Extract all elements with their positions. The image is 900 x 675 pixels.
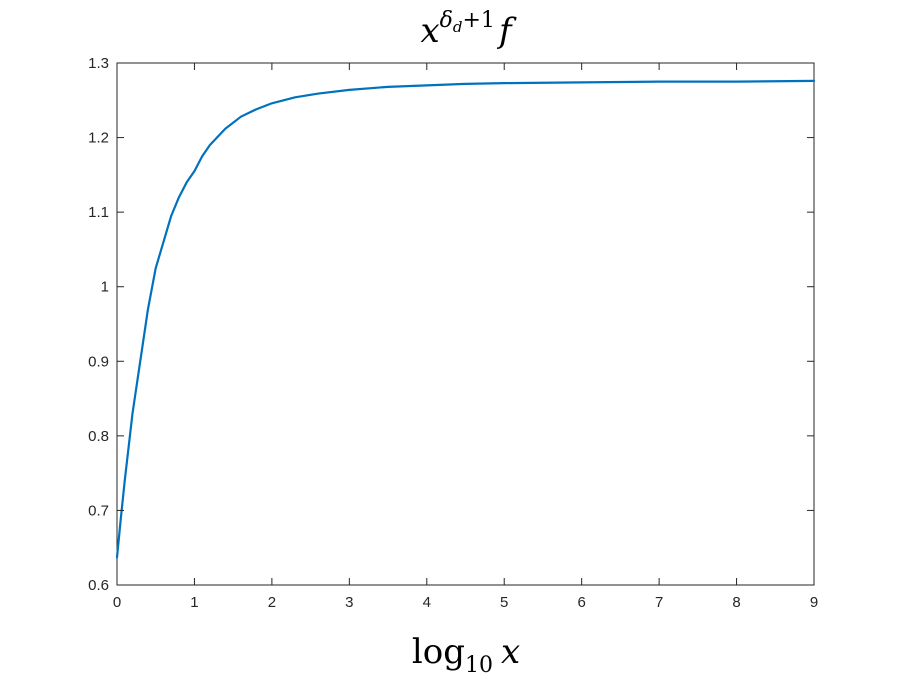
y-tick-label: 1 (101, 279, 109, 296)
chart-title: xδd+1 f (420, 8, 516, 51)
x-tick-label: 1 (190, 594, 198, 611)
plot-background (117, 63, 814, 585)
x-tick-label: 5 (500, 594, 508, 611)
ticks: 0 1 2 3 4 5 6 7 8 9 0.6 0.7 0.8 0.9 1 1.1 1.2 1.3 (88, 55, 818, 611)
y-tick-label: 0.9 (88, 353, 109, 370)
plot-area (115, 79, 816, 559)
y-tick-label: 0.6 (88, 577, 109, 594)
x-tick-label: 8 (732, 594, 740, 611)
axes (116, 62, 815, 586)
y-tick-label: 1.3 (88, 55, 109, 72)
series-line (115, 79, 816, 559)
y-tick-label: 1.1 (88, 204, 109, 221)
axes-box (116, 62, 815, 586)
y-tick-label: 0.8 (88, 428, 109, 445)
x-tick-label: 2 (268, 594, 276, 611)
x-tick-label: 3 (345, 594, 353, 611)
x-tick-label: 9 (810, 594, 818, 611)
x-tick-label: 0 (113, 594, 121, 611)
x-tick-label: 4 (423, 594, 431, 611)
y-tick-label: 0.7 (88, 502, 109, 519)
y-tick-label: 1.2 (88, 130, 109, 147)
x-axis-label: log10 x (412, 632, 520, 675)
x-tick-label: 6 (577, 594, 585, 611)
x-tick-label: 7 (655, 594, 663, 611)
